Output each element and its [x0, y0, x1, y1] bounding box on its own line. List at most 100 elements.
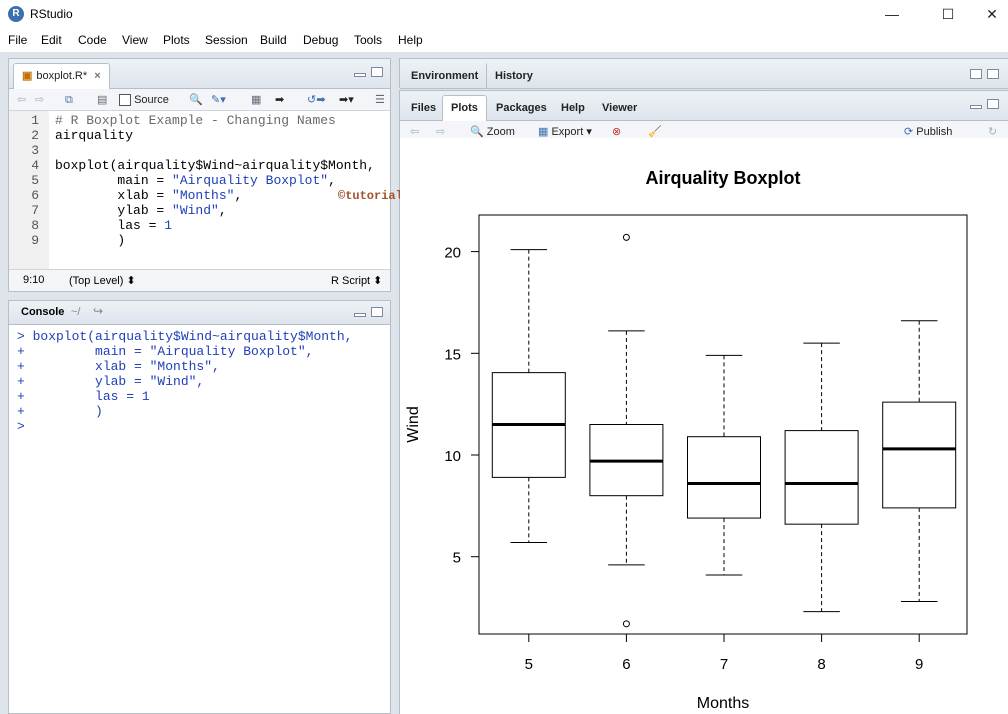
environment-pane: Environment History [399, 58, 1008, 89]
minimize-pane-icon[interactable] [354, 73, 366, 77]
forward-arrow-icon[interactable]: ⇨ [35, 94, 45, 106]
source-tabstrip: ▣ boxplot.R* × [9, 59, 390, 89]
scope-selector[interactable]: (Top Level) ⬍ [69, 275, 136, 287]
y-tick-label: 15 [444, 346, 461, 363]
maximize-env-icon[interactable] [987, 69, 999, 79]
tab-files[interactable]: Files [411, 102, 437, 114]
menu-bar: File Edit Code View Plots Session Build … [0, 30, 1008, 52]
code-line: # R Boxplot Example - Changing Names [55, 113, 336, 128]
menu-edit[interactable]: Edit [41, 33, 62, 47]
publish-icon: ⟳ [904, 126, 914, 138]
tab-boxplot-r[interactable]: ▣ boxplot.R* × [13, 63, 110, 89]
outline-icon[interactable]: ☰ [375, 94, 385, 106]
source-toolbar: ⇦ ⇨ ⧉ ▤ Source 🔍 ✎▾ ▦ ➡ ↺➡ ➡▾ ☰ [9, 89, 390, 111]
code-tools-icon[interactable]: ✎▾ [211, 94, 226, 106]
tab-history[interactable]: History [486, 63, 542, 89]
restore-pane-icon[interactable] [970, 69, 982, 79]
outlier-point [622, 620, 630, 628]
source-on-save-checkbox[interactable]: Source [119, 92, 169, 108]
menu-tools[interactable]: Tools [354, 33, 383, 47]
zoom-label: Zoom [486, 126, 515, 138]
tab-packages[interactable]: Packages [496, 102, 547, 114]
editor-status-bar: 9:10 (Top Level) ⬍ R Script ⬍ [9, 269, 390, 291]
maximize-plots-icon[interactable] [987, 99, 999, 109]
plot-viewer: Airquality Boxplot 5 10 15 20 5 6 7 8 9 Months Wind [400, 138, 1008, 714]
boxplot-chart: Airquality Boxplot 5 10 15 20 5 6 7 8 9 Months Wind [405, 168, 968, 712]
console-line: > [17, 419, 33, 434]
export-label: Export ▾ [551, 126, 592, 138]
source-on-save-label: Source [134, 94, 169, 106]
close-tab-icon[interactable]: × [94, 70, 101, 82]
files-tabstrip: Files Plots Packages Help Viewer [400, 91, 1008, 121]
minimize-plots-icon[interactable] [970, 105, 982, 109]
menu-plots[interactable]: Plots [163, 33, 190, 47]
maximize-button[interactable]: ☐ [941, 6, 955, 22]
rerun-icon[interactable]: ↺➡ [307, 94, 326, 106]
rstudio-logo-icon: R [8, 6, 24, 22]
tab-environment[interactable]: Environment [411, 70, 479, 82]
box [687, 436, 761, 519]
line-number-gutter [9, 111, 49, 269]
x-tick-label: 5 [525, 656, 533, 673]
close-button[interactable]: ✕ [986, 6, 998, 22]
menu-view[interactable]: View [122, 33, 148, 47]
window-title: RStudio [30, 7, 73, 21]
clear-plots-broom-icon[interactable]: 🧹 [648, 126, 662, 138]
maximize-console-icon[interactable] [371, 307, 383, 317]
previous-plot-icon[interactable]: ⇦ [410, 126, 420, 138]
save-icon[interactable]: ▤ [97, 94, 108, 106]
code-line: xlab = "Months", [55, 188, 243, 203]
export-button[interactable]: ▦ Export ▾ [538, 124, 592, 140]
console-tab[interactable]: Console [21, 306, 65, 318]
find-icon[interactable]: 🔍 [189, 94, 203, 106]
menu-build[interactable]: Build [260, 33, 287, 47]
go-to-directory-icon[interactable]: ↪ [93, 304, 104, 318]
line-number: 9 [31, 233, 39, 248]
code-line: boxplot(airquality$Wind~airquality$Month… [55, 158, 375, 173]
box [882, 401, 957, 509]
refresh-plot-icon[interactable]: ↻ [988, 126, 998, 138]
minimize-button[interactable]: — [885, 6, 899, 22]
run-icon[interactable]: ➡ [275, 94, 285, 106]
x-tick-label: 6 [622, 656, 630, 673]
menu-debug[interactable]: Debug [303, 33, 339, 47]
menu-file[interactable]: File [8, 33, 28, 47]
compile-report-icon[interactable]: ▦ [251, 94, 262, 106]
console-line: > boxplot(airquality$Wind~airquality$Mon… [17, 329, 353, 344]
y-tick-label: 20 [444, 245, 461, 262]
line-number: 4 [31, 158, 39, 173]
cursor-position: 9:10 [23, 274, 45, 286]
zoom-icon: 🔍 [470, 126, 484, 138]
tab-help[interactable]: Help [561, 102, 585, 114]
source-dropdown-icon[interactable]: ➡▾ [339, 94, 354, 106]
line-number: 1 [31, 113, 39, 128]
show-in-window-icon[interactable]: ⧉ [65, 94, 73, 106]
console-tabstrip: Console ~/ ↪ [9, 301, 390, 325]
y-tick-label: 5 [453, 550, 461, 567]
file-type-selector[interactable]: R Script ⬍ [331, 275, 383, 287]
back-arrow-icon[interactable]: ⇦ [17, 94, 27, 106]
maximize-pane-icon[interactable] [371, 67, 383, 77]
minimize-console-icon[interactable] [354, 313, 366, 317]
remove-plot-icon[interactable]: ⊗ [612, 126, 622, 138]
line-number: 3 [31, 143, 39, 158]
console-pane: Console ~/ ↪ > boxplot(airquality$Wind~a… [8, 300, 391, 714]
menu-session[interactable]: Session [205, 33, 248, 47]
menu-help[interactable]: Help [398, 33, 423, 47]
title-bar: R RStudio — ☐ ✕ [0, 0, 1008, 30]
tab-plots[interactable]: Plots [442, 95, 487, 121]
zoom-button[interactable]: 🔍 Zoom [470, 124, 515, 140]
menu-code[interactable]: Code [78, 33, 107, 47]
line-number: 2 [31, 128, 39, 143]
publish-label: Publish [916, 126, 953, 138]
console-path: ~/ [71, 306, 81, 318]
code-editor[interactable]: 1 # R Boxplot Example - Changing Names 2 ai… [9, 111, 390, 269]
publish-button[interactable]: ⟳ Publish [904, 124, 952, 140]
tab-viewer[interactable]: Viewer [602, 102, 638, 114]
console-line: + ) [17, 404, 103, 419]
next-plot-icon[interactable]: ⇨ [436, 126, 446, 138]
source-pane: ▣ boxplot.R* × ⇦ ⇨ ⧉ ▤ Source 🔍 ✎▾ ▦ ➡ ↺➡… [8, 58, 391, 292]
line-number: 5 [31, 173, 39, 188]
console-line: + las = 1 [17, 389, 150, 404]
